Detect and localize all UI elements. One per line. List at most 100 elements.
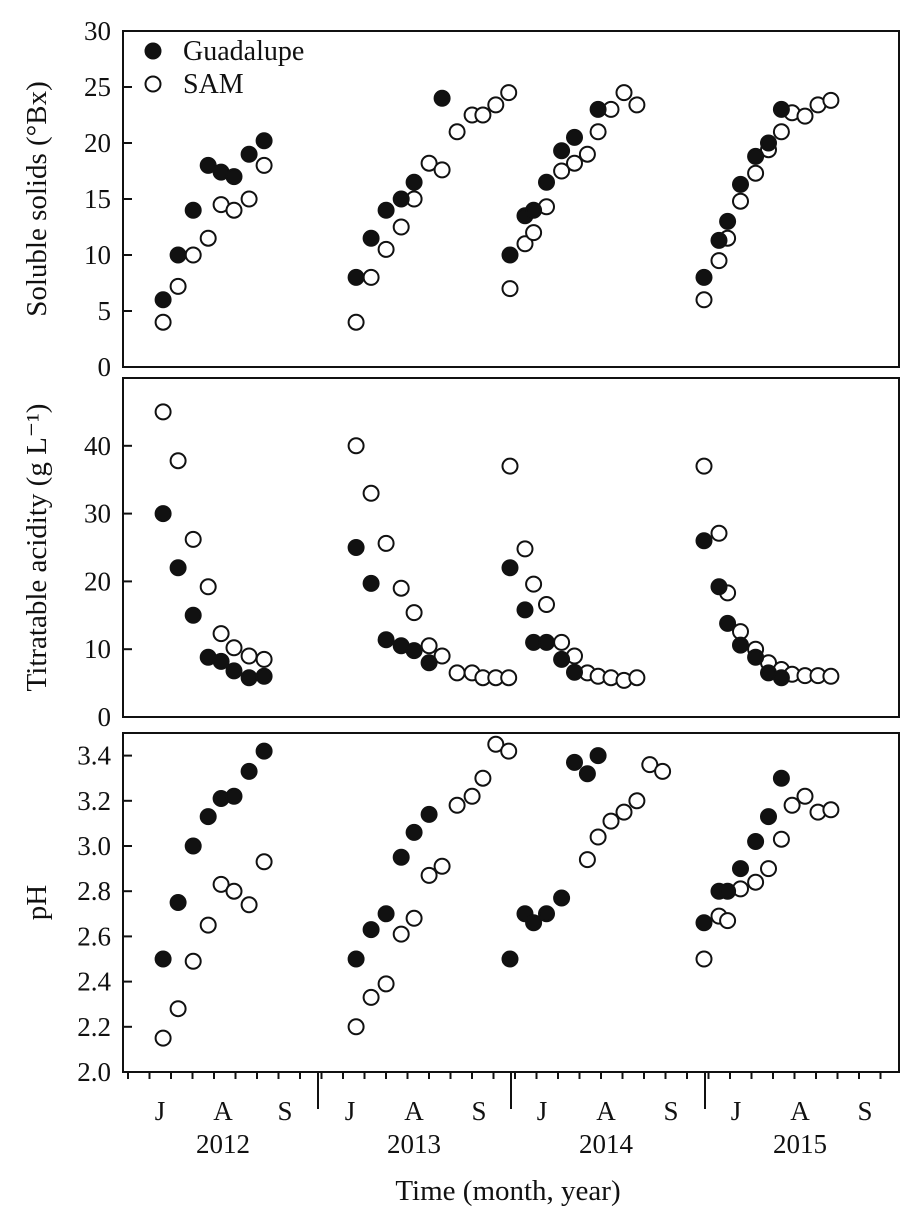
point-guadalupe (420, 654, 438, 672)
point-guadalupe (169, 246, 187, 264)
y-tick-label: 15 (84, 184, 111, 214)
y-tick-label: 30 (84, 499, 111, 529)
point-guadalupe (732, 860, 749, 878)
point-sam (154, 313, 172, 331)
point-sam (255, 853, 273, 871)
point-guadalupe (553, 142, 571, 160)
y-tick-label: 2.0 (77, 1057, 111, 1087)
point-sam (154, 1029, 172, 1047)
point-guadalupe (255, 132, 273, 150)
point-guadalupe (589, 747, 607, 765)
point-sam (392, 579, 410, 597)
point-sam (525, 224, 543, 242)
point-sam (225, 201, 243, 219)
y-tick-label: 40 (84, 431, 111, 461)
point-guadalupe (516, 601, 534, 619)
point-guadalupe (538, 633, 555, 651)
point-sam (487, 735, 505, 753)
point-guadalupe (772, 769, 790, 787)
point-guadalupe (184, 606, 202, 624)
point-sam (240, 896, 258, 914)
point-sam (184, 246, 202, 264)
x-month-label: J (537, 1096, 548, 1126)
point-sam (772, 830, 790, 848)
point-guadalupe (392, 848, 410, 866)
point-guadalupe (347, 539, 365, 556)
panel-ph: 2.0 2.2 2.4 2.6 2.8 3.0 3.2 3.4 pH (21, 732, 900, 1087)
point-guadalupe (710, 578, 728, 596)
point-sam (240, 647, 258, 665)
point-sam (362, 988, 380, 1006)
point-sam (747, 873, 765, 891)
point-sam (392, 218, 410, 236)
point-sam (225, 882, 243, 900)
point-guadalupe (553, 650, 571, 668)
point-sam (199, 578, 217, 596)
point-sam (553, 633, 571, 651)
x-year-label: 2012 (196, 1129, 250, 1159)
point-sam (695, 291, 713, 309)
point-guadalupe (589, 100, 607, 118)
point-sam (448, 664, 466, 682)
point-sam (212, 625, 230, 643)
point-guadalupe (566, 128, 583, 146)
point-sam (184, 530, 202, 548)
point-guadalupe (240, 762, 258, 780)
point-guadalupe (710, 231, 728, 249)
point-sam (695, 950, 713, 968)
point-sam (628, 96, 646, 114)
point-guadalupe (420, 805, 438, 823)
point-guadalupe (184, 837, 202, 855)
point-guadalupe (732, 175, 749, 193)
x-axis: J A S 2012 J A S 2013 J A S 2014 J A S 2015 (127, 1072, 882, 1159)
point-guadalupe (695, 532, 713, 550)
point-sam (420, 637, 438, 655)
point-guadalupe (747, 648, 765, 666)
point-sam (169, 277, 187, 295)
y-axis-title-soluble-solids: Soluble solids (°Bx) (21, 81, 53, 317)
point-sam (240, 190, 258, 208)
point-guadalupe (525, 201, 543, 219)
panel-titratable-acidity: 0 10 20 30 40 Titratable acidity (g L⁻¹) (21, 377, 900, 732)
point-sam (433, 857, 451, 875)
y-tick-label: 5 (98, 296, 112, 326)
point-sam (405, 604, 423, 622)
point-sam (433, 647, 451, 665)
point-sam (578, 145, 596, 163)
point-sam (566, 154, 583, 172)
legend-marker-guadalupe (144, 42, 162, 60)
point-guadalupe (772, 100, 790, 118)
x-month-label: S (663, 1096, 678, 1126)
point-sam (732, 192, 749, 210)
point-sam (796, 107, 814, 125)
point-sam (525, 575, 543, 593)
series-guadalupe (154, 89, 790, 309)
x-month-label: J (155, 1096, 166, 1126)
point-sam (405, 909, 423, 927)
y-tick-label: 20 (84, 566, 111, 596)
point-guadalupe (362, 229, 380, 247)
point-sam (347, 313, 365, 331)
point-guadalupe (578, 765, 596, 783)
point-guadalupe (255, 667, 273, 685)
point-sam (747, 164, 765, 182)
point-guadalupe (199, 156, 217, 174)
point-guadalupe (154, 950, 172, 968)
x-axis-title: Time (month, year) (395, 1175, 620, 1207)
y-tick-label: 3.0 (77, 831, 111, 861)
point-sam (538, 596, 555, 613)
y-tick-label: 2.4 (77, 967, 111, 997)
point-guadalupe (747, 833, 765, 850)
point-sam (255, 156, 273, 174)
x-month-label: A (404, 1096, 424, 1126)
point-sam (822, 667, 840, 685)
x-month-label: A (790, 1096, 810, 1126)
point-guadalupe (747, 147, 765, 165)
point-guadalupe (405, 642, 423, 660)
point-guadalupe (538, 173, 555, 191)
y-tick-label: 3.4 (77, 741, 111, 771)
point-sam (184, 952, 202, 970)
point-sam (377, 534, 395, 552)
series-sam (154, 735, 840, 1047)
